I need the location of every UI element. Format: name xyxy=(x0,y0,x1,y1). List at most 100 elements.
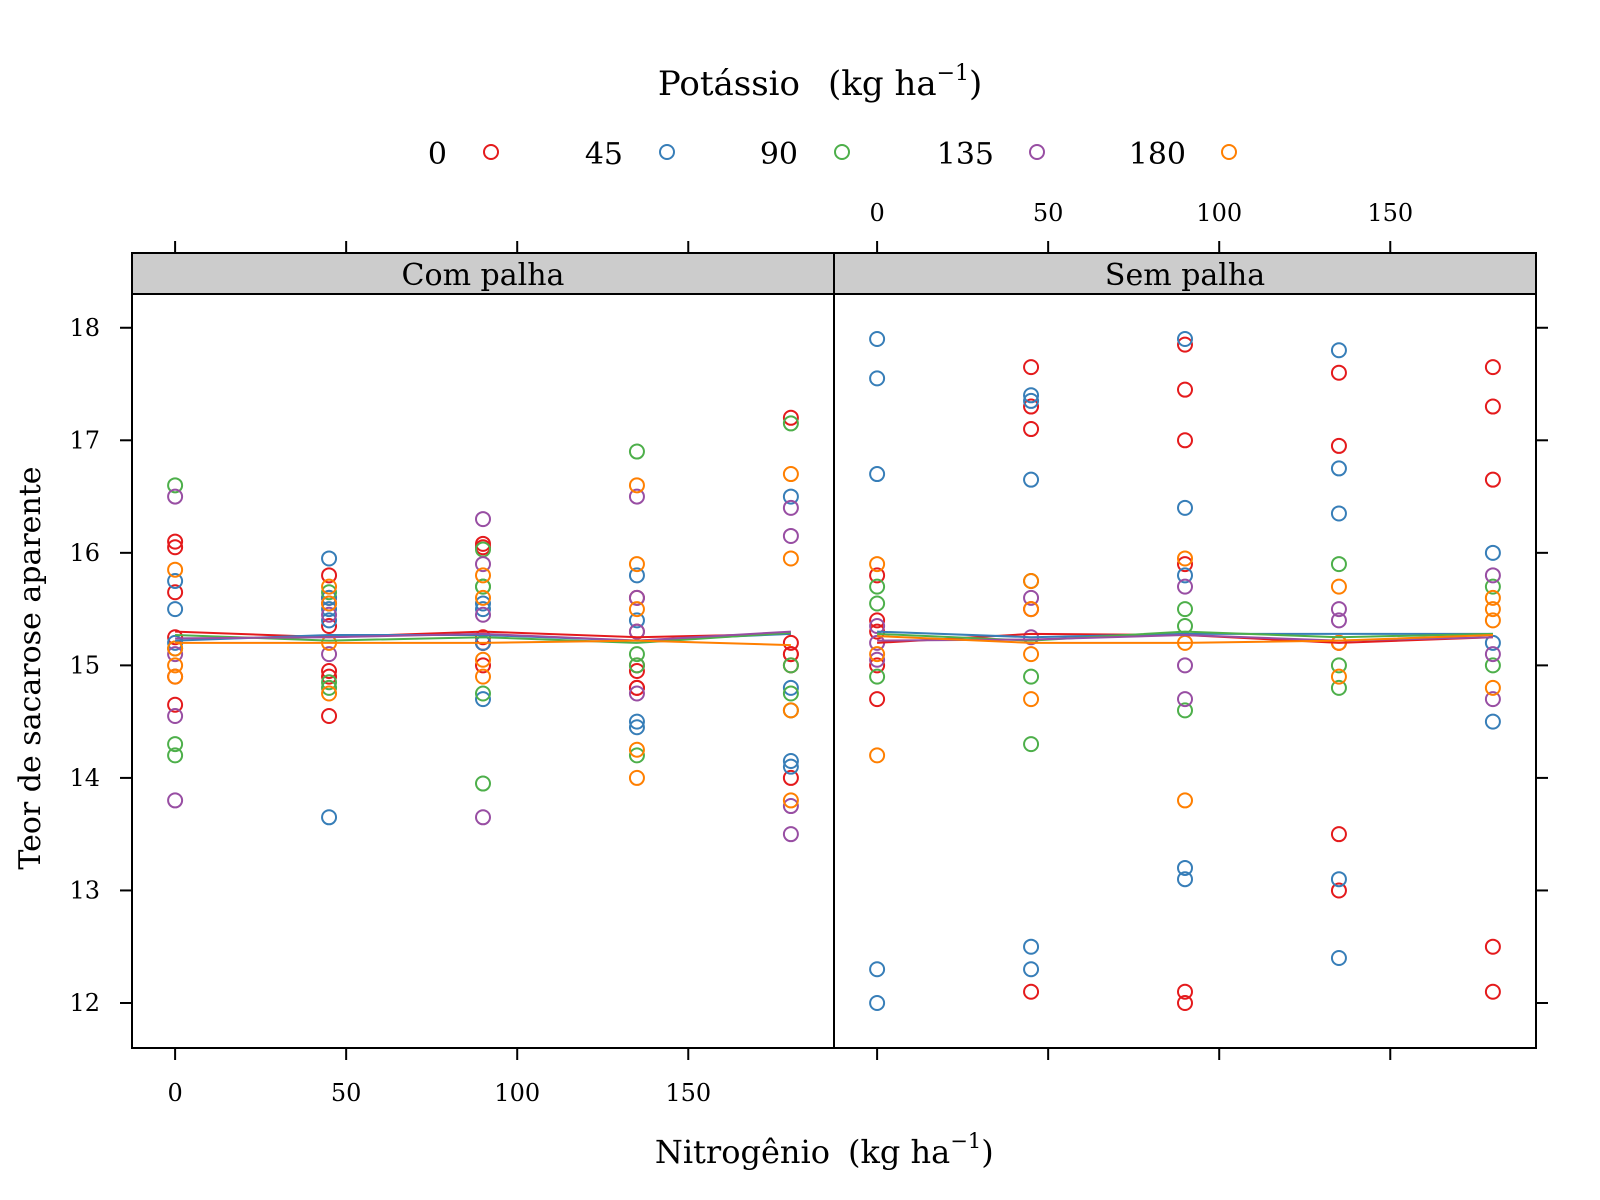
data-point xyxy=(869,961,886,978)
data-point xyxy=(321,595,338,612)
data-point xyxy=(869,370,886,387)
data-point xyxy=(1177,691,1193,708)
data-point xyxy=(1330,342,1347,359)
y-axis-label: Teor de sacarose aparente xyxy=(13,466,48,869)
data-point xyxy=(1330,601,1347,618)
data-point xyxy=(321,646,338,663)
data-point xyxy=(869,578,886,595)
data-point xyxy=(1023,471,1040,488)
data-point xyxy=(628,679,645,696)
data-point xyxy=(1177,871,1193,888)
series-points-k45 xyxy=(869,331,1501,1011)
x-tick-label-top: 100 xyxy=(1196,199,1242,227)
series-line-k0 xyxy=(175,630,791,639)
legend-label-k45: 45 xyxy=(585,137,623,172)
series-points-k0 xyxy=(167,409,799,786)
data-point xyxy=(1177,983,1193,1000)
data-point xyxy=(1023,572,1040,589)
data-point xyxy=(321,708,338,725)
data-point xyxy=(1023,387,1040,404)
data-point xyxy=(628,567,645,584)
data-point xyxy=(475,578,491,595)
data-point xyxy=(628,657,645,674)
legend-title-unit-right: ) xyxy=(969,64,982,104)
data-point xyxy=(475,691,491,708)
data-point xyxy=(1484,589,1501,606)
data-point xyxy=(782,769,799,786)
data-point xyxy=(1484,471,1501,488)
data-point xyxy=(475,606,491,623)
data-point xyxy=(167,629,184,646)
data-point xyxy=(1177,550,1193,567)
data-point xyxy=(1177,567,1193,584)
data-point xyxy=(869,747,886,764)
data-point xyxy=(1484,398,1501,415)
data-point xyxy=(1330,949,1347,966)
data-point xyxy=(782,753,799,770)
data-point xyxy=(628,646,645,663)
data-point xyxy=(475,535,491,552)
legend-title: Potássio xyxy=(658,64,800,104)
data-point xyxy=(321,550,338,567)
data-point xyxy=(782,685,799,702)
y-tick-label: 12 xyxy=(69,989,100,1017)
data-point xyxy=(167,792,184,809)
data-point xyxy=(167,584,184,601)
data-point xyxy=(1023,938,1040,955)
x-tick-label-top: 0 xyxy=(869,199,884,227)
data-point xyxy=(1023,398,1040,415)
legend-marker-k180 xyxy=(1221,144,1237,160)
data-point xyxy=(869,657,886,674)
data-point xyxy=(167,668,184,685)
data-point xyxy=(475,809,491,826)
x-axis-label-unit-left: (kg ha xyxy=(848,1133,950,1171)
data-point xyxy=(1484,657,1501,674)
data-point xyxy=(321,606,338,623)
data-point xyxy=(869,556,886,573)
data-point xyxy=(1330,578,1347,595)
legend-marker-k135 xyxy=(1029,144,1045,160)
data-point xyxy=(1330,612,1347,629)
panel-frame xyxy=(131,293,835,1049)
data-point xyxy=(782,527,799,544)
data-point xyxy=(321,578,338,595)
data-point xyxy=(475,556,491,573)
data-point xyxy=(782,679,799,696)
data-point xyxy=(321,601,338,618)
x-axis-label-unit: (kg ha−1) xyxy=(848,1129,994,1171)
data-point xyxy=(167,708,184,725)
data-point xyxy=(628,612,645,629)
data-point xyxy=(1177,432,1193,449)
data-point xyxy=(869,331,886,348)
data-point xyxy=(1330,657,1347,674)
data-point xyxy=(869,646,886,663)
x-tick-label: 100 xyxy=(494,1079,540,1107)
data-point xyxy=(167,561,184,578)
legend-title-unit: (kg ha−1) xyxy=(828,61,982,104)
legend-marker-k0 xyxy=(483,144,499,160)
data-point xyxy=(321,809,338,826)
data-point xyxy=(1177,578,1193,595)
data-point xyxy=(1177,792,1193,809)
panel-1: Com palha 0 50 100 150 12 13 14 15 16 17 18 xyxy=(69,241,835,1107)
data-point xyxy=(782,415,799,432)
data-point xyxy=(321,663,338,679)
series-points-k135 xyxy=(167,488,799,843)
series-points-k180 xyxy=(869,550,1501,809)
data-point xyxy=(782,409,799,426)
data-point xyxy=(475,589,491,606)
data-point xyxy=(1484,679,1501,696)
data-point xyxy=(782,488,799,505)
y-tick-label: 15 xyxy=(69,651,100,679)
data-point xyxy=(869,994,886,1011)
data-point xyxy=(321,685,338,702)
data-point xyxy=(167,539,184,556)
data-point xyxy=(475,651,491,668)
data-point xyxy=(1177,336,1193,353)
data-point xyxy=(1330,437,1347,454)
data-point xyxy=(782,826,799,843)
data-point xyxy=(1484,938,1501,955)
data-point xyxy=(782,798,799,815)
x-tick-label-top: 50 xyxy=(1033,199,1064,227)
